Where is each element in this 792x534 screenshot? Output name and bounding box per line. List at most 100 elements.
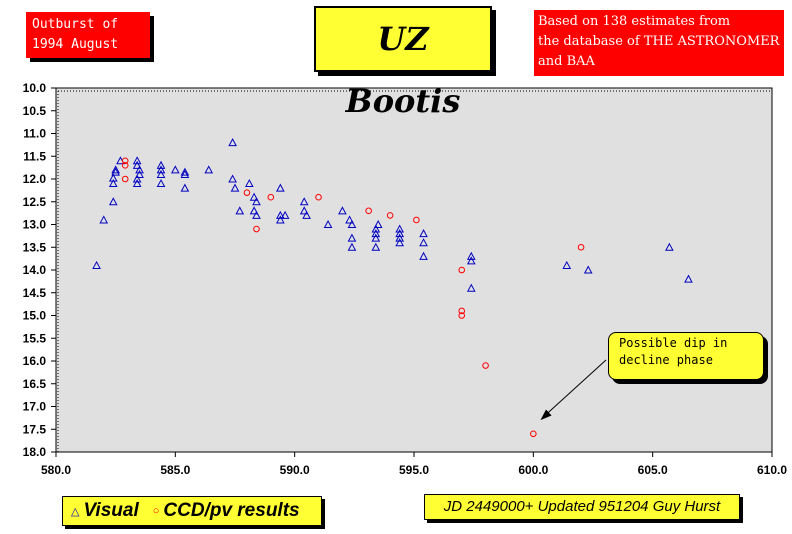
visual-point: [280, 210, 290, 219]
ccd-point: [458, 307, 466, 315]
visual-point: [108, 178, 118, 188]
visual-point: [156, 160, 166, 169]
visual-point: [252, 210, 261, 219]
visual-point: [466, 251, 476, 260]
y-tick-label: 17.5: [23, 422, 47, 436]
ccd-point: [365, 207, 372, 215]
visual-point: [395, 238, 405, 247]
visual-point: [419, 238, 428, 247]
visual-point: [156, 169, 166, 178]
annotation-box: Possible dip in decline phase: [608, 332, 764, 380]
visual-point: [252, 197, 261, 206]
x-tick-label: 610.0: [757, 463, 787, 477]
ccd-point: [315, 193, 322, 201]
outburst-label: Outburst of 1994 August: [26, 12, 150, 58]
x-tick-label: 585.0: [160, 463, 190, 477]
y-tick-label: 18.0: [23, 445, 47, 459]
x-tick-label: 605.0: [638, 463, 668, 477]
visual-point: [132, 178, 142, 188]
ccd-point: [458, 312, 466, 319]
ccd-point: [121, 175, 129, 183]
visual-point: [230, 183, 240, 192]
x-tick-label: 600.0: [518, 463, 548, 477]
ccd-point: [121, 157, 129, 165]
visual-point: [347, 219, 357, 228]
ccd-point: [577, 243, 585, 251]
visual-point: [562, 260, 572, 269]
visual-point: [395, 229, 405, 238]
ccd-point: [267, 193, 275, 201]
visual-point: [373, 219, 383, 228]
ccd-point: [413, 216, 420, 224]
visual-point: [156, 178, 166, 188]
plot-area: [55, 87, 773, 453]
visual-point: [347, 242, 357, 251]
ccd-point: [458, 266, 466, 274]
visual-point: [302, 210, 311, 219]
outburst-line-2: 1994 August: [32, 37, 119, 52]
visual-point: [244, 178, 254, 188]
circle-icon: ○: [152, 505, 160, 517]
visual-point: [228, 138, 237, 147]
triangle-icon: △: [71, 505, 80, 518]
visual-point: [347, 233, 357, 242]
chart-title: UZ Bootis: [314, 6, 492, 120]
ccd-point: [243, 189, 251, 196]
visual-point: [371, 242, 381, 251]
source-line-2: the database of THE ASTRONOMER: [538, 34, 780, 49]
ccd-point: [253, 225, 260, 233]
visual-point: [345, 215, 354, 224]
outburst-line-1: Outburst of: [32, 17, 119, 32]
visual-point: [135, 165, 144, 174]
legend: △ Visual ○ CCD/pv results: [62, 496, 322, 526]
source-line-1: Based on 138 estimates from: [538, 14, 731, 29]
visual-point: [684, 274, 693, 283]
source-note: Based on 138 estimates from the database…: [534, 10, 784, 76]
visual-point: [299, 197, 309, 206]
y-tick-label: 13.0: [23, 218, 47, 232]
visual-point: [108, 173, 118, 182]
visual-point: [323, 219, 333, 228]
visual-point: [235, 206, 245, 215]
visual-point: [276, 183, 285, 192]
annotation-arrowhead: [540, 409, 552, 421]
legend-visual-label: Visual: [83, 500, 139, 521]
ccd-point: [482, 362, 489, 369]
visual-point: [338, 206, 347, 215]
y-tick-label: 10.0: [23, 81, 47, 95]
visual-point: [395, 233, 405, 242]
x-tick-label: 595.0: [399, 463, 429, 477]
annotation-arrow: [546, 359, 607, 415]
visual-point: [466, 256, 476, 265]
visual-point: [132, 160, 142, 169]
visual-point: [583, 265, 593, 274]
annotation-line-1: Possible dip in: [619, 336, 728, 350]
visual-point: [204, 165, 214, 174]
visual-point: [156, 165, 166, 174]
y-tick-label: 11.5: [23, 149, 46, 163]
x-tick-label: 590.0: [280, 463, 310, 477]
visual-point: [170, 165, 180, 174]
visual-point: [371, 233, 381, 242]
visual-point: [371, 224, 381, 233]
visual-point: [228, 174, 237, 183]
y-tick-label: 10.5: [23, 104, 47, 118]
visual-point: [299, 206, 309, 215]
visual-point: [180, 169, 190, 178]
y-tick-label: 16.5: [23, 377, 47, 391]
visual-point: [276, 215, 285, 224]
visual-point: [419, 251, 428, 260]
visual-point: [249, 192, 259, 201]
visual-point: [111, 167, 121, 176]
y-tick-label: 13.5: [23, 240, 47, 254]
source-line-3: and BAA: [538, 54, 595, 69]
visual-point: [466, 283, 476, 292]
visual-point: [249, 206, 259, 215]
visual-point: [99, 215, 109, 224]
ccd-point: [386, 212, 394, 219]
annotation-line-2: decline phase: [619, 353, 713, 367]
visual-point: [665, 242, 674, 251]
visual-point: [180, 167, 190, 176]
visual-point: [180, 183, 190, 192]
